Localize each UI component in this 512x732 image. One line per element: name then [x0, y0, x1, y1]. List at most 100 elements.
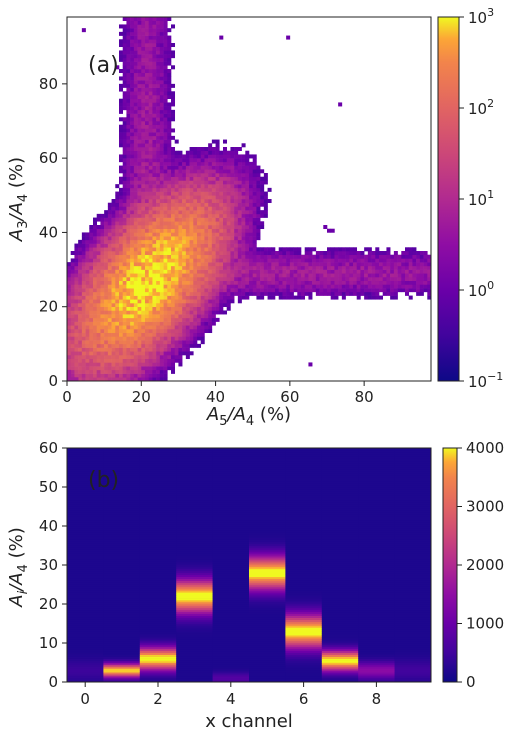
heatmap-b-cell	[139, 629, 177, 632]
heatmap-a-cell	[197, 217, 202, 222]
heatmap-a-cell	[319, 280, 324, 285]
heatmap-a-cell	[119, 306, 124, 311]
heatmap-a-cell	[104, 243, 109, 248]
heatmap-a-cell	[185, 303, 190, 308]
heatmap-a-cell	[107, 243, 112, 248]
heatmap-a-cell	[148, 288, 153, 293]
heatmap-a-cell	[152, 91, 157, 96]
heatmap-a-cell	[223, 236, 228, 241]
heatmap-b-cell	[212, 516, 250, 519]
heatmap-b-cell	[394, 526, 432, 529]
heatmap-b-cell	[139, 539, 177, 542]
heatmap-a-cell	[245, 265, 250, 270]
heatmap-a-cell	[156, 195, 161, 200]
heatmap-b-cell	[67, 605, 104, 609]
heatmap-a-cell	[148, 57, 153, 62]
heatmap-a-cell	[330, 273, 335, 278]
heatmap-b-cell	[67, 494, 104, 498]
heatmap-a-cell	[234, 206, 239, 211]
heatmap-b-cell	[212, 574, 250, 577]
heatmap-a-cell	[96, 321, 101, 326]
heatmap-a-cell	[245, 154, 250, 159]
heatmap-a-cell	[327, 273, 332, 278]
heatmap-a-cell	[137, 213, 142, 218]
heatmap-b-cell	[67, 643, 104, 646]
heatmap-a-cell	[230, 280, 235, 285]
heatmap-a-cell	[85, 314, 90, 319]
heatmap-a-cell	[115, 299, 120, 304]
heatmap-a-cell	[126, 366, 131, 371]
heatmap-b-cell	[285, 580, 323, 583]
heatmap-a-cell	[230, 269, 235, 274]
heatmap-a-cell	[278, 251, 283, 256]
heatmap-a-cell	[167, 355, 172, 360]
heatmap-a-cell	[397, 288, 402, 293]
heatmap-a-cell	[219, 206, 224, 211]
heatmap-a-cell	[163, 355, 168, 360]
heatmap-b-cell	[285, 664, 323, 667]
heatmap-a-cell	[174, 169, 179, 174]
heatmap-a-cell	[278, 265, 283, 270]
heatmap-b-cell	[249, 559, 286, 562]
heatmap-a-cell	[141, 262, 146, 267]
heatmap-a-cell	[416, 258, 421, 263]
heatmap-b-cell	[176, 518, 213, 521]
heatmap-a-cell	[137, 280, 142, 285]
heatmap-a-cell	[122, 228, 127, 233]
heatmap-a-cell	[81, 303, 86, 308]
heatmap-a-cell	[111, 210, 116, 215]
heatmap-b-cell	[212, 674, 250, 677]
heatmap-a-cell	[219, 299, 224, 304]
heatmap-a-cell	[200, 321, 205, 326]
heatmap-a-cell	[81, 299, 86, 304]
heatmap-a-cell	[104, 343, 109, 348]
heatmap-a-cell	[152, 124, 157, 129]
heatmap-a-cell	[197, 236, 202, 241]
heatmap-a-cell	[119, 83, 124, 88]
heatmap-a-cell	[148, 132, 153, 137]
heatmap-a-cell	[133, 154, 138, 159]
heatmap-a-cell	[122, 65, 127, 70]
heatmap-a-cell	[215, 161, 220, 166]
heatmap-a-cell	[152, 202, 157, 207]
heatmap-a-cell	[204, 206, 209, 211]
heatmap-a-cell	[182, 291, 187, 296]
heatmap-a-cell	[126, 373, 131, 378]
heatmap-a-cell	[130, 46, 135, 51]
heatmap-b-cell	[321, 623, 359, 626]
heatmap-b-cell	[67, 561, 104, 564]
heatmap-a-cell	[237, 158, 242, 163]
heatmap-a-cell	[126, 43, 131, 48]
heatmap-a-cell	[122, 161, 127, 166]
heatmap-a-cell	[219, 213, 224, 218]
heatmap-a-cell	[126, 262, 131, 267]
heatmap-a-cell	[223, 284, 228, 289]
heatmap-a-cell	[145, 150, 150, 155]
heatmap-a-cell	[137, 273, 142, 278]
heatmap-a-cell	[96, 225, 101, 230]
heatmap-a-cell	[174, 217, 179, 222]
heatmap-a-cell	[130, 243, 135, 248]
heatmap-b-cell	[249, 483, 286, 486]
heatmap-a-cell	[208, 143, 213, 148]
heatmap-a-cell	[379, 284, 384, 289]
heatmap-b-cell	[103, 477, 141, 480]
heatmap-a-cell	[145, 206, 150, 211]
heatmap-a-cell	[271, 295, 276, 300]
heatmap-a-cell	[107, 258, 112, 263]
heatmap-a-cell	[245, 180, 250, 185]
heatmap-b-cell	[358, 605, 395, 609]
heatmap-a-cell	[148, 221, 153, 226]
heatmap-a-cell	[130, 69, 135, 74]
heatmap-a-cell	[230, 158, 235, 163]
heatmap-a-cell	[349, 262, 354, 267]
heatmap-a-cell	[171, 243, 176, 248]
heatmap-a-cell	[126, 50, 131, 55]
heatmap-a-cell	[182, 195, 187, 200]
heatmap-a-cell	[119, 358, 124, 363]
heatmap-a-cell	[126, 310, 131, 315]
heatmap-a-cell	[401, 273, 406, 278]
heatmap-b-cell	[358, 514, 395, 517]
heatmap-b-cell	[321, 602, 359, 605]
heatmap-a-cell	[89, 225, 94, 230]
